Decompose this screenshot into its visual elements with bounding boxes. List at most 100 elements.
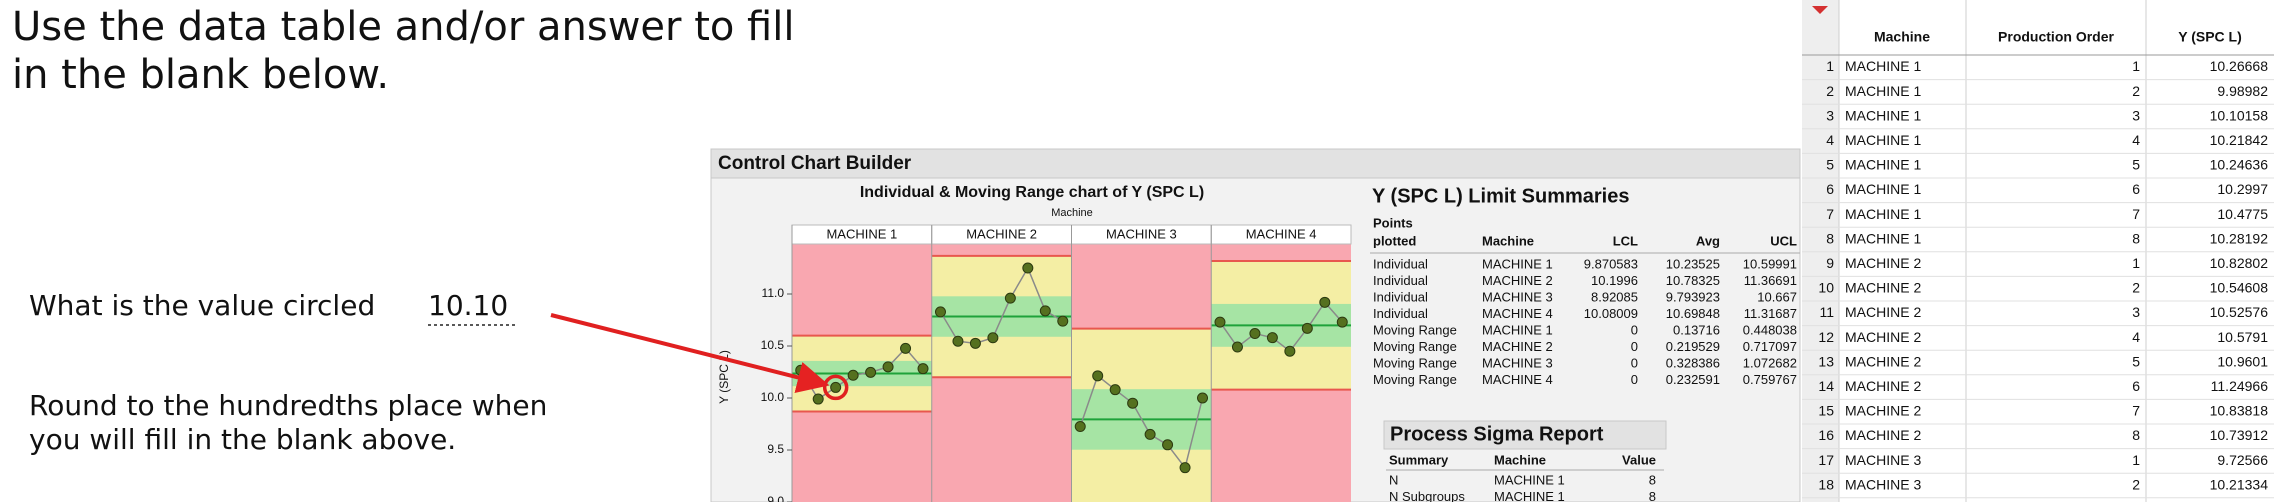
table-cell: 6 <box>2132 181 2140 197</box>
table-cell: Moving Range <box>1373 372 1457 387</box>
table-cell: Individual <box>1373 306 1428 321</box>
question-prompt: What is the value circled <box>29 289 375 322</box>
table-cell: 12 <box>1818 329 1834 345</box>
data-point <box>900 342 912 354</box>
data-point <box>1057 315 1069 327</box>
table-cell: 11.36691 <box>1744 273 1797 288</box>
column-header: LCL <box>1613 233 1638 248</box>
data-point <box>830 381 842 393</box>
table-cell: MACHINE 2 <box>1845 378 1921 394</box>
table-cell: N Subgroups <box>1389 489 1465 502</box>
column-header: Production Order <box>1998 29 2114 45</box>
table-cell: 10.69848 <box>1666 306 1720 321</box>
table-cell: 2 <box>2132 280 2140 296</box>
table-cell: 10.73912 <box>2210 427 2269 443</box>
table-cell: MACHINE 1 <box>1482 322 1553 337</box>
y-tick-label: 9.0 <box>767 494 784 502</box>
table-cell: 10.28192 <box>2210 230 2269 246</box>
table-cell: 0 <box>1631 372 1638 387</box>
data-point <box>934 306 946 318</box>
instruction: you will fill in the blank above. <box>29 423 456 456</box>
chart-title: Individual & Moving Range chart of Y (SP… <box>860 184 1204 201</box>
data-point <box>1022 262 1034 274</box>
panel-label: MACHINE 4 <box>1246 226 1317 241</box>
table-cell: MACHINE 3 <box>1482 355 1553 370</box>
table-cell: 10.82802 <box>2210 255 2269 271</box>
table-cell: 10.54608 <box>2210 280 2269 296</box>
table-cell: 2 <box>2132 476 2140 492</box>
table-cell: 0.759767 <box>1743 372 1797 387</box>
section-header <box>1383 420 1667 450</box>
table-cell: MACHINE 2 <box>1845 353 1921 369</box>
table-cell: 4 <box>2132 329 2140 345</box>
column-header: Machine <box>1874 29 1930 45</box>
table-cell: 17 <box>1818 452 1834 468</box>
table-cell: Moving Range <box>1373 339 1457 354</box>
data-point <box>1039 305 1051 317</box>
y-axis-label: Y (SPC L) <box>717 350 731 404</box>
data-point <box>1127 397 1139 409</box>
table-cell: MACHINE 3 <box>1845 452 1921 468</box>
section-title: Y (SPC L) Limit Summaries <box>1372 185 1629 207</box>
data-point <box>1074 421 1086 433</box>
question-title: in the blank below. <box>12 52 389 98</box>
table-cell: MACHINE 2 <box>1845 280 1921 296</box>
table-cell: 11.31687 <box>1744 306 1797 321</box>
builder-header <box>710 148 1801 179</box>
table-cell: 10.59991 <box>1743 256 1797 271</box>
table-cell: 11 <box>1819 304 1834 320</box>
table-cell: 8 <box>2132 427 2140 443</box>
table-cell: 3 <box>2132 304 2140 320</box>
y-tick-label: 10.5 <box>761 338 785 352</box>
table-cell: 10.21334 <box>2210 476 2269 492</box>
table-cell: 5 <box>1826 157 1834 173</box>
table-cell: Individual <box>1373 289 1428 304</box>
data-point <box>952 335 964 347</box>
answer: 10.10 <box>428 289 508 322</box>
table-cell: Individual <box>1373 273 1428 288</box>
table-cell: 10.5791 <box>2217 329 2268 345</box>
table-cell: 13 <box>1818 353 1834 369</box>
question-title: Use the data table and/or answer to fill <box>12 4 794 50</box>
y-tick-label: 10.0 <box>761 390 785 404</box>
table-cell: 9.793923 <box>1666 289 1720 304</box>
table-cell: 10.83818 <box>2210 403 2269 419</box>
table-cell: MACHINE 1 <box>1845 58 1921 74</box>
table-cell: 0.717097 <box>1743 339 1797 354</box>
column-header: Summary <box>1389 452 1449 467</box>
table-cell: 0.328386 <box>1666 355 1720 370</box>
table-cell: 18 <box>1818 476 1834 492</box>
table-cell: 0.232591 <box>1666 372 1720 387</box>
table-cell: 1 <box>2132 452 2140 468</box>
table-cell: MACHINE 1 <box>1845 157 1921 173</box>
table-cell: 9 <box>1826 255 1834 271</box>
column-header: Y (SPC L) <box>2178 29 2242 45</box>
table-menu-icon <box>1812 6 1828 14</box>
table-cell: MACHINE 2 <box>1482 273 1553 288</box>
table-cell: 15 <box>1818 403 1834 419</box>
column-header: Machine <box>1482 233 1534 248</box>
data-point <box>1162 439 1174 451</box>
table-cell: 0.13716 <box>1673 322 1720 337</box>
table-cell: MACHINE 2 <box>1845 304 1921 320</box>
column-header: Machine <box>1494 452 1546 467</box>
builder-title: Control Chart Builder <box>718 153 912 174</box>
table-cell: MACHINE 1 <box>1482 256 1553 271</box>
table-cell: 0 <box>1631 322 1638 337</box>
data-point <box>1301 322 1313 334</box>
table-cell: 8 <box>2132 230 2140 246</box>
data-point <box>1214 316 1226 328</box>
data-point <box>987 332 999 344</box>
panel-label: MACHINE 3 <box>1106 226 1177 241</box>
data-point <box>1249 328 1261 340</box>
table-cell: 10.2997 <box>2217 181 2268 197</box>
table-cell: 9.72566 <box>2217 452 2268 468</box>
table-cell: MACHINE 4 <box>1482 372 1553 387</box>
table-cell: 10.4775 <box>2217 206 2268 222</box>
table-cell: MACHINE 1 <box>1494 472 1565 487</box>
table-cell: Individual <box>1373 256 1428 271</box>
data-point <box>969 337 981 349</box>
table-cell: 4 <box>2132 132 2140 148</box>
table-cell: MACHINE 1 <box>1494 489 1565 502</box>
table-cell: 0.219529 <box>1666 339 1720 354</box>
